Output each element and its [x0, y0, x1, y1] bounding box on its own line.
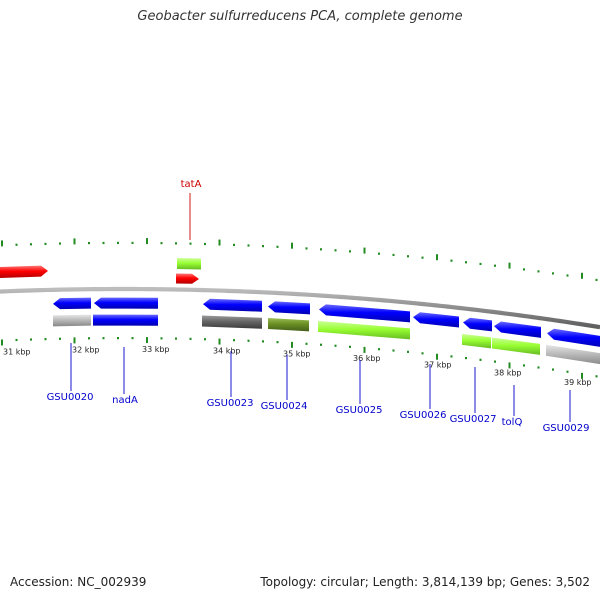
gene-label-nadA[interactable]: nadA [112, 395, 138, 406]
cog-bar [93, 314, 158, 326]
gene-arrow-unnamed [0, 265, 48, 279]
genome-summary-text: Topology: circular; Length: 3,814,139 bp… [260, 575, 590, 589]
scale-label: 34 kbp [213, 346, 241, 355]
gene-label-GSU0020[interactable]: GSU0020 [47, 392, 94, 403]
gene-labels: tatA GSU0020 nadA GSU0023 GSU0024 GSU0025 GSU0… [47, 179, 590, 434]
gene-label-tolQ[interactable]: tolQ [502, 417, 523, 428]
gene-arrow-tolQ [494, 321, 541, 338]
gene-arrow-GSU0029 [547, 328, 600, 347]
accession-text: Accession: NC_002939 [10, 575, 147, 589]
cog-bar-tatA [177, 257, 201, 270]
gene-label-GSU0027[interactable]: GSU0027 [450, 414, 497, 425]
genome-backbone [0, 286, 600, 330]
scale-label: 35 kbp [283, 349, 311, 358]
gene-arrow-GSU0026 [413, 312, 459, 328]
gene-label-GSU0026[interactable]: GSU0026 [400, 410, 447, 421]
cog-bar [268, 318, 309, 332]
gene-arrow-GSU0023 [203, 298, 262, 312]
scale-label: 32 kbp [72, 345, 100, 354]
gene-arrow-GSU0027 [463, 317, 492, 332]
gene-arrow-tatA [176, 273, 199, 284]
gene-label-tatA[interactable]: tatA [181, 179, 202, 190]
cog-bar [318, 320, 410, 340]
inner-tick-marks [1, 337, 598, 379]
map-title: Geobacter sulfurreducens PCA, complete g… [137, 9, 463, 24]
scale-label: 33 kbp [142, 345, 170, 354]
cog-bar [492, 337, 540, 355]
gene-features [0, 257, 600, 365]
gene-arrow-nadA [94, 297, 158, 309]
scale-label: 39 kbp [564, 378, 592, 387]
scale-label: 36 kbp [353, 354, 381, 363]
cog-bar [53, 314, 91, 327]
gene-label-GSU0025[interactable]: GSU0025 [336, 405, 383, 416]
scale-label: 38 kbp [494, 368, 522, 377]
scale-labels: 31 kbp 32 kbp 33 kbp 34 kbp 35 kbp 36 kbp 37 k… [3, 345, 592, 387]
backbone-line [0, 286, 600, 330]
gene-arrow-GSU0024 [268, 301, 310, 315]
outer-tick-marks [1, 238, 598, 282]
gene-label-GSU0024[interactable]: GSU0024 [261, 401, 308, 412]
cog-bar [462, 333, 491, 349]
cog-bar [202, 315, 262, 329]
scale-label: 37 kbp [424, 360, 452, 369]
gene-label-GSU0023[interactable]: GSU0023 [207, 398, 254, 409]
gene-arrow-GSU0020 [53, 297, 91, 310]
gene-arrow-GSU0025 [319, 304, 410, 323]
scale-label: 31 kbp [3, 347, 31, 356]
cog-bar [546, 344, 600, 365]
gene-label-GSU0029[interactable]: GSU0029 [543, 423, 590, 434]
